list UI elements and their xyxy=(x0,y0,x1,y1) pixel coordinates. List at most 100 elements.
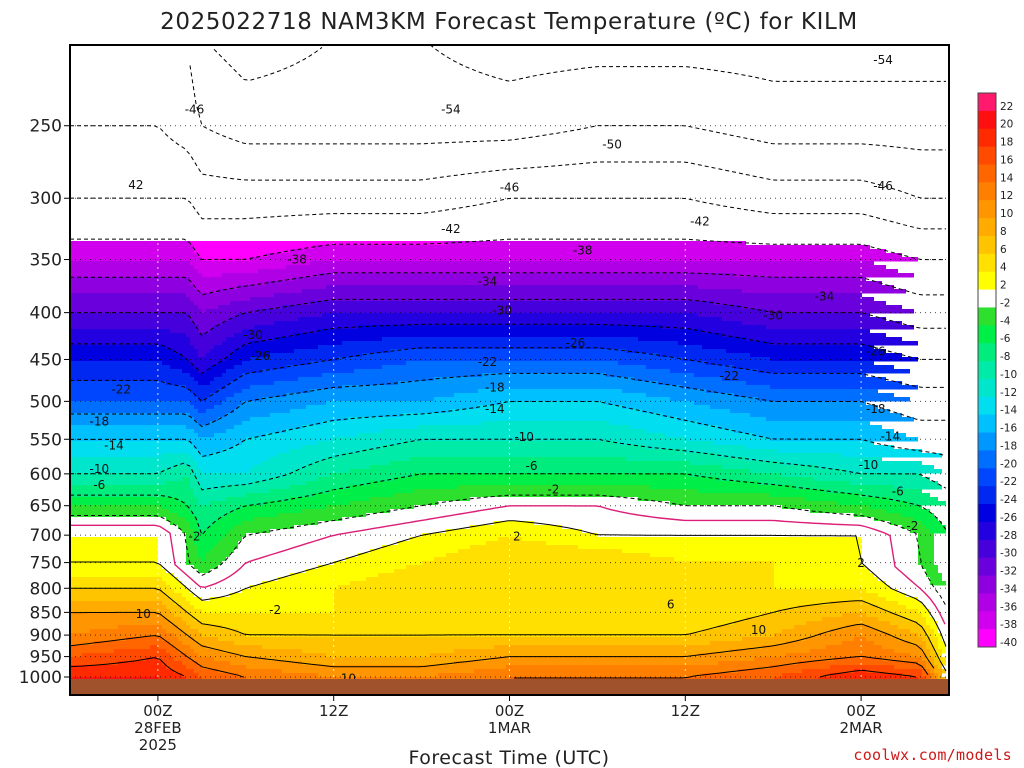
temperature-cell xyxy=(366,577,774,582)
temperature-cell xyxy=(402,413,662,418)
temperature-cell xyxy=(290,573,378,578)
temperature-cell xyxy=(194,537,222,542)
temperature-cell xyxy=(862,549,918,554)
temperature-cell xyxy=(918,621,926,626)
y-tick-label: 800 xyxy=(30,579,62,599)
temperature-cell xyxy=(766,309,914,314)
contour-label: -22 xyxy=(719,369,739,383)
temperature-cell xyxy=(70,485,190,490)
temperature-cell xyxy=(922,645,926,650)
temperature-cell xyxy=(170,521,190,526)
temperature-cell xyxy=(874,573,926,578)
temperature-cell xyxy=(926,645,934,650)
contour-label: -18 xyxy=(89,415,109,429)
temperature-cell xyxy=(410,457,626,462)
temperature-cell xyxy=(318,565,406,570)
temperature-cell xyxy=(750,413,902,418)
temperature-cell xyxy=(202,529,206,534)
temperature-cell xyxy=(198,525,210,530)
temperature-cell xyxy=(342,517,874,522)
temperature-cell xyxy=(682,385,770,390)
temperature-cell xyxy=(190,261,310,266)
temperature-cell xyxy=(226,397,262,402)
temperature-cell xyxy=(194,265,286,270)
temperature-cell xyxy=(910,629,926,634)
temperature-cell xyxy=(818,633,890,638)
temperature-cell xyxy=(194,493,246,498)
colorbar-label: -12 xyxy=(1000,387,1017,399)
temperature-cell xyxy=(302,289,742,294)
colorbar-frame xyxy=(977,92,997,648)
colorbar-label: -18 xyxy=(1000,440,1017,452)
temperature-cell xyxy=(834,657,882,662)
temperature-cell xyxy=(70,313,190,318)
temperature-cell xyxy=(390,349,626,354)
temperature-cell xyxy=(334,593,878,598)
temperature-cell xyxy=(306,405,478,410)
temperature-cell xyxy=(198,329,210,334)
temperature-cell xyxy=(190,441,242,446)
temperature-cell xyxy=(734,429,894,434)
temperature-cell xyxy=(894,665,922,670)
temperature-cell xyxy=(438,501,670,506)
temperature-cell xyxy=(882,645,922,650)
contour-label: -6 xyxy=(525,459,537,473)
temperature-cell xyxy=(70,577,162,582)
temperature-cell xyxy=(290,449,362,454)
temperature-cell xyxy=(70,657,146,662)
contour-label: -26 xyxy=(251,349,271,363)
temperature-cell xyxy=(262,645,494,650)
temperature-cell xyxy=(678,417,766,422)
temperature-cell xyxy=(194,249,290,254)
isotherm-line xyxy=(70,473,947,536)
temperature-cell xyxy=(202,273,222,278)
temperature-cell xyxy=(178,637,194,642)
temperature-cell xyxy=(914,517,938,522)
temperature-cell xyxy=(194,637,218,642)
temperature-cell xyxy=(322,421,482,426)
temperature-cell xyxy=(646,393,734,398)
temperature-cell xyxy=(910,641,926,646)
temperature-cell xyxy=(734,393,894,398)
temperature-cell xyxy=(194,377,214,382)
temperature-cell xyxy=(774,569,870,574)
temperature-cell xyxy=(70,645,150,650)
colorbar-swatch xyxy=(978,343,996,362)
contour-label: -10 xyxy=(859,458,879,472)
temperature-cell xyxy=(506,665,770,670)
temperature-cell xyxy=(70,389,190,394)
temperature-cell xyxy=(70,297,190,302)
temperature-cell xyxy=(786,653,910,658)
temperature-cell xyxy=(926,573,942,578)
temperature-cell xyxy=(70,505,162,510)
temperature-cell xyxy=(70,493,194,498)
temperature-cell xyxy=(70,565,162,570)
temperature-cell xyxy=(782,473,922,478)
temperature-cell xyxy=(70,397,198,402)
temperature-cell xyxy=(926,653,930,658)
temperature-cell xyxy=(230,317,298,322)
temperature-cell xyxy=(638,497,806,502)
temperature-cell xyxy=(166,629,182,634)
temperature-cell xyxy=(182,605,194,610)
temperature-cell xyxy=(286,365,382,370)
temperature-cell xyxy=(166,593,182,598)
temperature-cell xyxy=(214,657,266,662)
contour-label: -30 xyxy=(763,309,783,323)
temperature-cell xyxy=(198,253,266,258)
temperature-cell xyxy=(218,289,302,294)
temperature-cell xyxy=(694,401,866,406)
temperature-cell xyxy=(318,329,702,334)
temperature-cell xyxy=(70,245,194,250)
temperature-cell xyxy=(262,581,350,586)
temperature-cell xyxy=(694,373,866,378)
temperature-cell xyxy=(670,501,838,506)
temperature-cell xyxy=(70,413,190,418)
temperature-cell xyxy=(190,625,222,630)
temperature-cell xyxy=(198,569,210,574)
temperature-cell xyxy=(178,497,198,502)
temperature-cell xyxy=(198,289,218,294)
temperature-cell xyxy=(918,609,930,614)
temperature-cell xyxy=(638,337,746,342)
